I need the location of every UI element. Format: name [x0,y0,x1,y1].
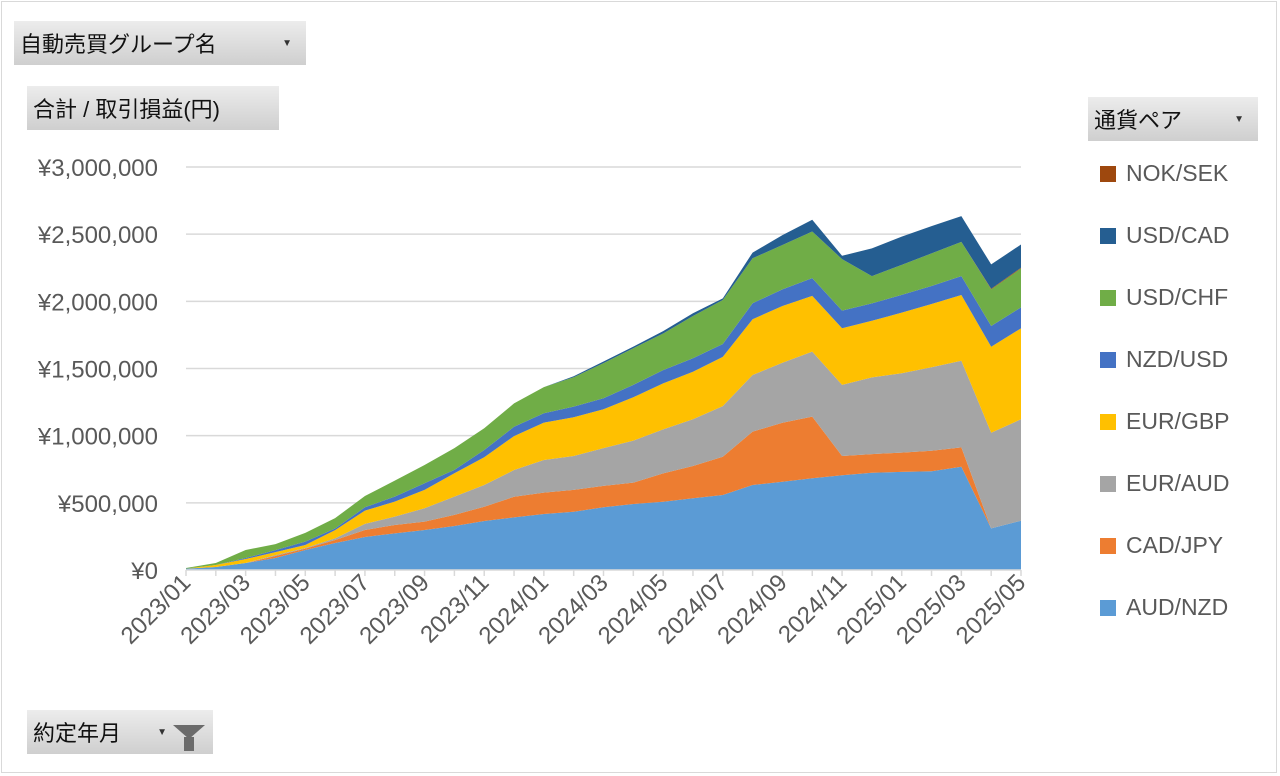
area-cad-jpy [186,416,1021,569]
legend-swatch [1100,289,1116,306]
funnel-icon[interactable] [173,725,205,751]
value-field-label: 合計 / 取引損益(円) [33,97,220,122]
legend-swatch [1100,227,1116,244]
area-eur-aud [186,351,1021,569]
y-tick-label: ¥1,500,000 [37,357,158,384]
legend-swatch [1100,475,1116,492]
legend-label: CAD/JPY [1126,532,1224,558]
legend-item[interactable]: NZD/USD [1100,346,1228,373]
axis-field-label: 約定年月 [33,721,122,746]
legend-item[interactable]: CAD/JPY [1100,532,1223,559]
y-tick-label: ¥1,000,000 [37,424,158,451]
caret-down-icon[interactable]: ▼ [157,726,167,738]
group-field-label: 自動売買グループ名 [20,32,217,57]
y-tick-label: ¥3,000,000 [37,155,158,182]
axis-field-button[interactable]: 約定年月 ▼ [27,710,213,754]
legend-swatch [1100,537,1116,554]
group-field-button[interactable]: 自動売買グループ名 ▼ [14,21,306,65]
legend-item[interactable]: USD/CAD [1100,222,1230,249]
legend-item[interactable]: AUD/NZD [1100,594,1228,621]
y-tick-label: ¥2,000,000 [37,289,158,316]
area-usd-chf [186,231,1021,569]
legend-swatch [1100,599,1116,616]
legend-field-button[interactable]: 通貨ペア ▼ [1088,97,1258,141]
legend-label: AUD/NZD [1126,594,1229,620]
legend-item[interactable]: EUR/AUD [1100,470,1230,497]
legend-swatch [1100,351,1116,368]
legend-field-label: 通貨ペア [1094,108,1183,133]
legend-item[interactable]: USD/CHF [1100,284,1228,311]
legend-label: NOK/SEK [1126,160,1229,186]
legend-label: NZD/USD [1126,346,1229,372]
legend-label: EUR/AUD [1126,470,1230,496]
legend-label: USD/CHF [1126,284,1229,310]
legend-item[interactable]: NOK/SEK [1100,160,1228,187]
y-tick-label: ¥500,000 [57,491,158,518]
y-tick-label: ¥0 [130,558,158,585]
legend-swatch [1100,413,1116,430]
value-field-button[interactable]: 合計 / 取引損益(円) [27,86,279,130]
legend-label: EUR/GBP [1126,408,1230,434]
caret-down-icon[interactable]: ▼ [282,37,292,49]
legend-swatch [1100,165,1116,182]
caret-down-icon[interactable]: ▼ [1234,113,1244,125]
legend-label: USD/CAD [1126,222,1230,248]
area-aud-nzd [186,466,1021,570]
legend-item[interactable]: EUR/GBP [1100,408,1230,435]
area-eur-gbp [186,295,1021,569]
y-tick-label: ¥2,500,000 [37,222,158,249]
